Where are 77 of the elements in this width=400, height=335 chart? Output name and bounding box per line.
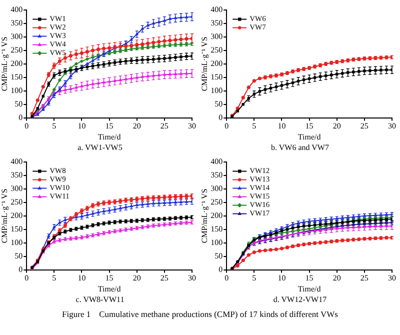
x-tick-label: 10 — [278, 122, 286, 131]
caption: Figure 1 Cumulative methane productions (CMP) of 17 kinds of different VWs — [61, 308, 339, 320]
x-tick-label: 5 — [52, 122, 56, 131]
y-tick-label: 350 — [10, 18, 23, 28]
x-axis-title: Time/d — [98, 284, 121, 294]
y-tick-label: 150 — [210, 224, 223, 234]
y-tick-label: 150 — [10, 224, 23, 234]
text: b. VW6 and VW7 — [270, 142, 330, 154]
y-tick-label: 100 — [10, 238, 23, 247]
x-axis-title: Time/d — [298, 132, 321, 142]
y-tick-label: 200 — [210, 210, 223, 220]
x-tick-label: 15 — [305, 274, 314, 283]
x-tick-label: 0 — [24, 122, 29, 131]
x-tick-label: 25 — [160, 274, 168, 283]
y-tick-label: 400 — [10, 5, 23, 14]
y-axis-title: CMP/mL·g⁻¹ VS — [200, 188, 209, 244]
text: c. VW8-VW11 — [74, 294, 126, 306]
text: d. VW12-VW17 — [272, 294, 328, 306]
x-tick-label: 10 — [78, 274, 86, 283]
y-tick-label: 250 — [210, 46, 223, 55]
x-tick-label: 30 — [388, 274, 396, 283]
x-tick-label: 0 — [224, 122, 229, 131]
x-tick-label: 5 — [52, 274, 56, 283]
y-tick-label: 0 — [218, 112, 223, 122]
x-axis-title: Time/d — [98, 132, 121, 142]
x-tick-label: 20 — [332, 122, 341, 131]
x-tick-label: 25 — [360, 122, 368, 131]
y-axis-title: CMP/mL·g⁻¹ VS — [0, 188, 9, 244]
x-tick-label: 15 — [105, 274, 114, 283]
x-tick-label: 0 — [224, 274, 229, 283]
y-tick-label: 50 — [14, 99, 23, 108]
x-tick-label: 25 — [360, 274, 368, 283]
x-tick-label: 15 — [305, 122, 314, 131]
y-tick-label: 150 — [10, 72, 23, 82]
x-tick-label: 20 — [332, 274, 341, 283]
y-tick-label: 350 — [10, 170, 23, 180]
x-tick-label: 30 — [388, 122, 396, 131]
y-tick-label: 100 — [10, 86, 23, 95]
x-tick-label: 10 — [78, 122, 86, 131]
y-axis-title: CMP/mL·g⁻¹ VS — [0, 36, 9, 92]
y-tick-label: 0 — [18, 264, 23, 274]
y-tick-label: 100 — [210, 86, 223, 95]
x-tick-label: 5 — [252, 122, 256, 131]
y-tick-label: 0 — [18, 112, 23, 122]
y-tick-label: 400 — [210, 5, 223, 14]
x-axis-title: Time/d — [298, 284, 321, 294]
y-tick-label: 350 — [210, 18, 223, 28]
y-tick-label: 300 — [10, 184, 23, 194]
y-tick-label: 150 — [210, 72, 223, 82]
y-tick-label: 50 — [214, 251, 223, 260]
x-tick-label: 20 — [132, 122, 141, 131]
y-tick-label: 200 — [210, 58, 223, 68]
y-tick-label: 50 — [14, 251, 23, 260]
y-tick-label: 50 — [214, 99, 223, 108]
y-tick-label: 250 — [210, 198, 223, 207]
x-tick-label: 20 — [132, 274, 141, 283]
x-tick-label: 15 — [105, 122, 114, 131]
x-tick-label: 10 — [278, 274, 286, 283]
x-tick-label: 30 — [188, 122, 196, 131]
y-tick-label: 300 — [210, 184, 223, 194]
text: a. VW1-VW5 — [76, 142, 124, 154]
x-tick-label: 30 — [188, 274, 196, 283]
y-tick-label: 200 — [10, 58, 23, 68]
y-tick-label: 300 — [210, 32, 223, 42]
y-tick-label: 250 — [10, 46, 23, 55]
y-axis-title: CMP/mL·g⁻¹ VS — [200, 36, 209, 92]
y-tick-label: 100 — [210, 238, 223, 247]
x-tick-label: 0 — [24, 274, 29, 283]
y-tick-label: 300 — [10, 32, 23, 42]
y-tick-label: 200 — [10, 210, 23, 220]
x-tick-label: 5 — [252, 274, 256, 283]
y-tick-label: 0 — [218, 264, 223, 274]
y-tick-label: 400 — [210, 157, 223, 166]
y-tick-label: 400 — [10, 157, 23, 166]
y-tick-label: 250 — [10, 198, 23, 207]
x-tick-label: 25 — [160, 122, 168, 131]
y-tick-label: 350 — [210, 170, 223, 180]
